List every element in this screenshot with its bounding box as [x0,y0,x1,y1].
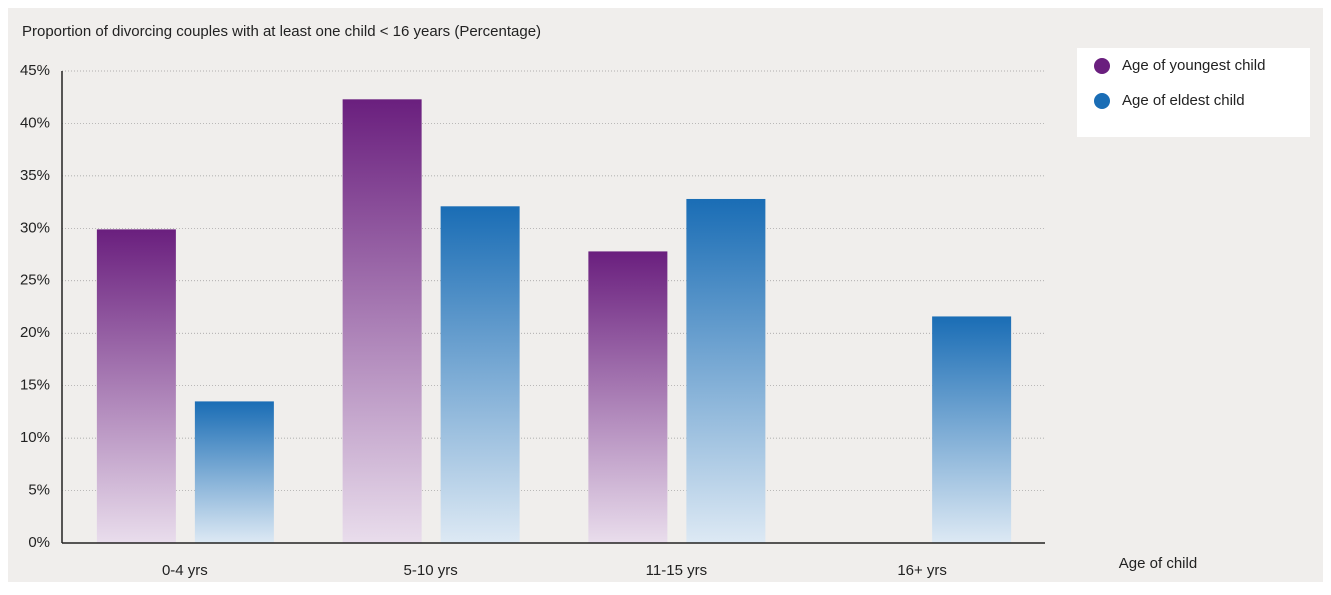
bar [342,99,422,543]
y-tick-label: 15% [20,377,50,394]
y-tick-label: 0% [28,534,50,551]
x-tick-label: 16+ yrs [897,562,947,579]
legend-marker [1094,93,1110,109]
x-tick-label: 5-10 yrs [404,562,458,579]
y-tick-label: 40% [20,114,50,131]
y-tick-label: 45% [20,62,50,79]
bar [440,206,520,543]
bar [686,198,766,543]
x-tick-label: 11-15 yrs [646,562,707,579]
y-tick-label: 25% [20,272,50,289]
y-tick-label: 20% [20,324,50,341]
y-tick-label: 35% [20,167,50,184]
bar [96,229,176,544]
bar [194,401,274,543]
x-tick-label: 0-4 yrs [162,562,208,579]
chart-title: Proportion of divorcing couples with at … [22,23,541,40]
x-axis-label: Age of child [1119,555,1197,572]
legend-box [1077,48,1310,137]
y-tick-label: 10% [20,429,50,446]
y-tick-label: 5% [28,482,50,499]
legend-label: Age of youngest child [1122,57,1265,74]
y-tick-label: 30% [20,219,50,236]
legend-label: Age of eldest child [1122,92,1245,109]
bar [932,316,1012,543]
bar [588,251,668,544]
legend-marker [1094,58,1110,74]
